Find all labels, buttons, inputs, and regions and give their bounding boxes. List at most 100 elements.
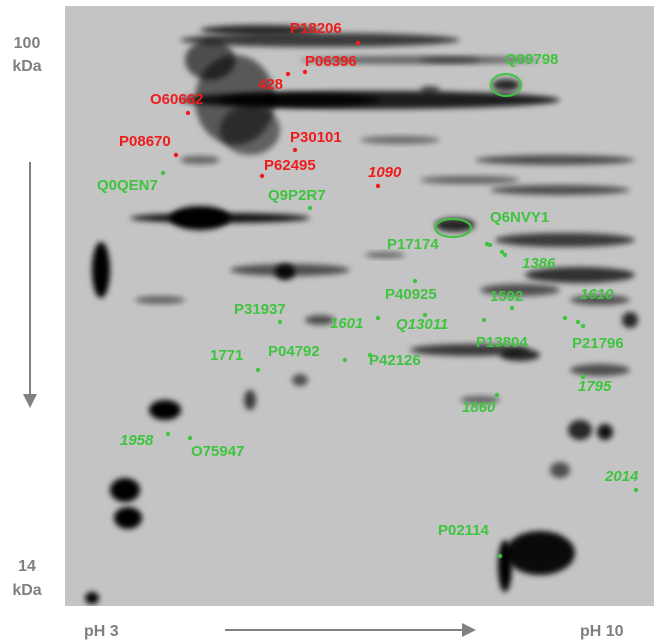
spot-dot (277, 319, 283, 325)
gel-spot (460, 396, 500, 404)
spot-dot (302, 69, 308, 75)
gel-spot (220, 105, 280, 155)
spot-label: P42126 (369, 352, 421, 369)
spot-label: P02114 (438, 522, 490, 539)
spot-dot (375, 183, 381, 189)
gel-spot (597, 424, 613, 440)
spot-label: P31937 (234, 301, 286, 318)
gel-spot (420, 57, 480, 63)
gel-spot (114, 507, 142, 529)
gel-spot (365, 252, 405, 258)
gel-spot (492, 79, 520, 91)
spot-dot (580, 374, 586, 380)
spot-label: P30101 (290, 129, 342, 146)
gel-spot (420, 86, 440, 94)
spot-label: 428 (258, 76, 283, 93)
gel-spot (292, 374, 308, 386)
gel-spot (568, 420, 592, 440)
gel-spot (185, 40, 235, 80)
spot-dot (185, 110, 191, 116)
gel-spot (480, 284, 560, 296)
spot-label: 1386 (522, 255, 556, 272)
spot-label: 1592 (490, 288, 523, 305)
mass-unit: kDa (12, 582, 41, 599)
gel-spot (495, 233, 635, 247)
gel-spot (420, 176, 520, 184)
spot-dot (633, 487, 639, 493)
gel-spot (180, 156, 220, 164)
spot-label: Q13011 (396, 316, 448, 333)
gel-spot (305, 315, 335, 325)
spot-dot (502, 252, 508, 258)
spot-label: 1601 (330, 315, 363, 332)
spot-label: Q9P2R7 (268, 187, 326, 204)
spot-label: P62495 (264, 157, 316, 174)
gel-spot (110, 478, 140, 502)
spot-dot (355, 40, 361, 46)
gel-spot (570, 364, 630, 376)
gel-spot (525, 267, 635, 283)
spot-dot (165, 431, 171, 437)
spot-dot (292, 147, 298, 153)
spot-dot (342, 357, 348, 363)
spot-dot (412, 278, 418, 284)
spot-label: P17174 (387, 236, 439, 253)
gel-spot (135, 296, 185, 304)
spot-dot (509, 305, 515, 311)
spot-circle (434, 218, 472, 238)
spot-label: 1795 (578, 378, 612, 395)
gel-spot (92, 242, 110, 298)
mass-unit: kDa (12, 58, 41, 75)
spot-dot (562, 315, 568, 321)
spot-label: O60662 (150, 91, 203, 108)
spot-dot (187, 435, 193, 441)
spot-label: Q6NVY1 (490, 209, 549, 226)
spot-label: P21796 (572, 335, 624, 352)
spot-dot (160, 170, 166, 176)
spot-dot (494, 392, 500, 398)
labels: P18206 P06396 428 O60662 P30101 P08670 P62495 1… (97, 20, 639, 539)
gel-spot (622, 312, 638, 328)
spot-dot (285, 71, 291, 77)
spot-dot (173, 152, 179, 158)
gel-spot (85, 592, 99, 604)
spot-dot (497, 553, 503, 559)
spot-label: 1771 (210, 347, 243, 364)
spot-dot (484, 241, 490, 247)
gel-spot (275, 264, 295, 280)
gel-spot (360, 136, 440, 144)
arrow-head (462, 623, 476, 637)
gel-spot (180, 33, 460, 47)
gel-spot (550, 462, 570, 478)
ph-right: pH 10 (580, 623, 624, 640)
gel-spot (410, 344, 530, 356)
gel-spot (200, 25, 320, 35)
spot-label: Q0QEN7 (97, 177, 158, 194)
spot-label: 1958 (120, 432, 154, 449)
arrow-head (23, 394, 37, 408)
spot-circle (490, 73, 522, 97)
spot-dot (422, 312, 428, 318)
mass-top: 100 (14, 35, 41, 52)
spot-dot (255, 367, 261, 373)
gel-spot (149, 400, 181, 420)
spot-label: 2014 (604, 468, 639, 485)
spot-dot (575, 319, 581, 325)
spot-dot (375, 315, 381, 321)
spot-dot (580, 323, 586, 329)
gel-spot (570, 295, 630, 305)
spot-dot (307, 205, 313, 211)
gel-spot (490, 185, 630, 195)
spot-dot (481, 317, 487, 323)
spot-label: 1610 (580, 286, 614, 303)
spot-label: 1860 (462, 399, 496, 416)
spot-label: O75947 (191, 443, 244, 460)
gel-spot (498, 540, 512, 592)
spot-label: Q99798 (505, 51, 558, 68)
gel-spots (85, 25, 638, 604)
spot-label: P18206 (290, 20, 342, 37)
spot-label: P08670 (119, 133, 171, 150)
markers (160, 40, 639, 559)
spot-label: 1090 (368, 164, 402, 181)
